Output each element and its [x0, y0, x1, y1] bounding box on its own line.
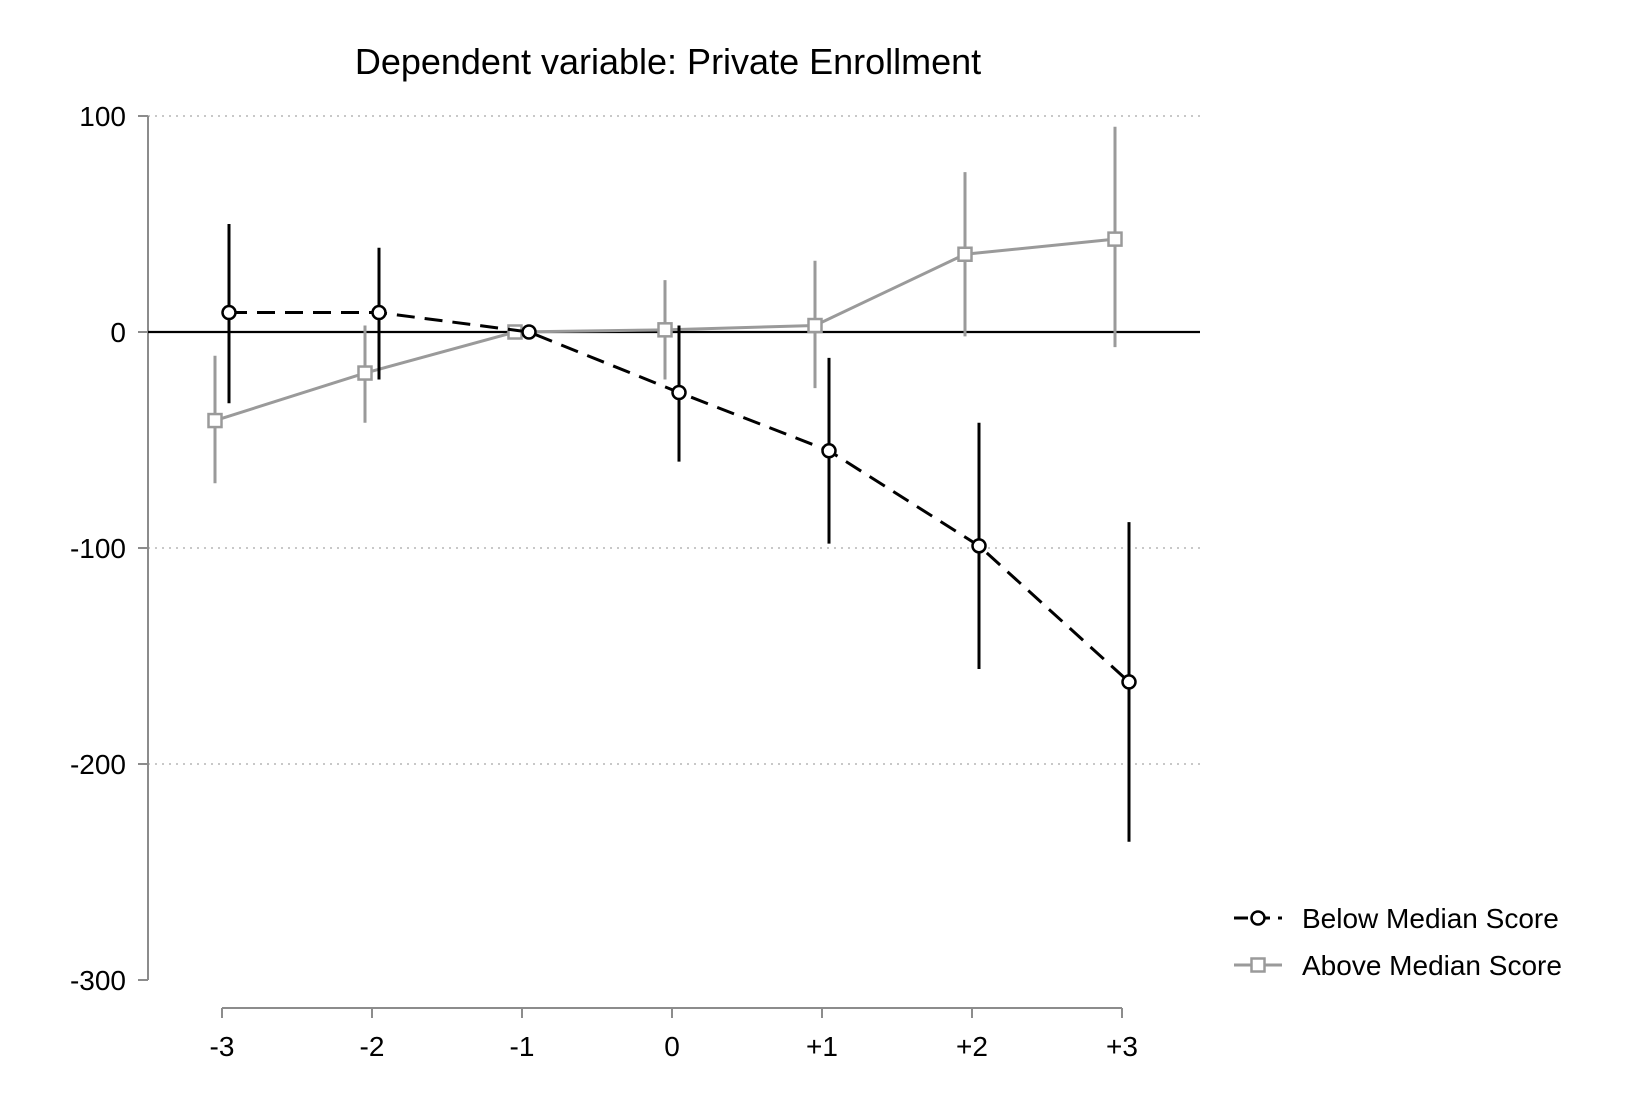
grid-lines [148, 115, 1200, 765]
data-point [1121, 674, 1137, 690]
x-tick-label: -3 [210, 1031, 235, 1062]
data-point [357, 365, 373, 381]
legend: Below Median Score Above Median Score [1234, 903, 1562, 981]
data-point [207, 412, 223, 429]
axes: 100 0 -100 -200 -300 -3 -2 -1 0 +1 +2 +3 [70, 101, 1200, 1062]
series-above-median [207, 126, 1123, 484]
x-tick-label: +1 [806, 1031, 838, 1062]
x-tick-label: 0 [664, 1031, 680, 1062]
x-tick-label: -1 [510, 1031, 535, 1062]
data-point [371, 304, 387, 321]
y-tick-label: -100 [70, 533, 126, 564]
legend-label: Above Median Score [1302, 950, 1562, 981]
y-tick-label: 0 [110, 317, 126, 348]
data-point [221, 304, 237, 321]
data-point [971, 538, 987, 554]
data-point [1107, 231, 1123, 247]
legend-entry: Above Median Score [1234, 950, 1562, 981]
y-tick-label: -200 [70, 749, 126, 780]
x-tick-label: +3 [1106, 1031, 1138, 1062]
data-point [521, 324, 537, 340]
plot-area [207, 126, 1137, 842]
legend-label: Below Median Score [1302, 903, 1559, 934]
x-tick-label: +2 [956, 1031, 988, 1062]
data-point [657, 322, 673, 338]
x-tick-label: -2 [360, 1031, 385, 1062]
y-tick-label: -300 [70, 965, 126, 996]
legend-marker [1250, 910, 1266, 926]
data-point [957, 246, 973, 262]
y-tick-label: 100 [79, 101, 126, 132]
series-below-median [221, 224, 1137, 842]
legend-marker [1250, 957, 1266, 973]
data-point [671, 384, 687, 401]
data-point [821, 443, 837, 459]
data-point [807, 317, 823, 334]
chart-title: Dependent variable: Private Enrollment [355, 41, 981, 82]
legend-entry: Below Median Score [1234, 903, 1559, 934]
